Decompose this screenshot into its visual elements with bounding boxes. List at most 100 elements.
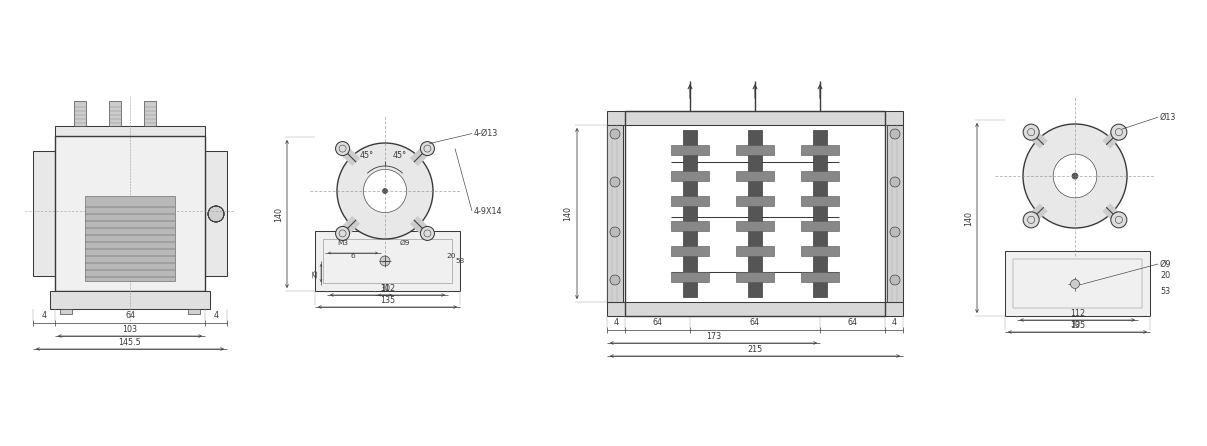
Circle shape [610,227,620,237]
Circle shape [1072,173,1078,179]
Bar [91,156,104,283]
Text: 4: 4 [41,311,47,320]
Circle shape [610,177,620,187]
Bar [671,145,709,155]
Circle shape [336,227,350,240]
Bar [144,101,156,126]
Circle shape [337,143,433,239]
Bar [801,272,839,282]
Circle shape [420,227,435,240]
Text: 4: 4 [214,311,218,320]
Bar [607,111,903,125]
Text: Ø9: Ø9 [1160,260,1172,268]
Bar [56,136,205,291]
Text: 20: 20 [1160,272,1170,281]
Text: 64: 64 [653,318,663,327]
Bar [748,130,762,297]
Text: 4-9X14: 4-9X14 [474,206,502,215]
Text: 4: 4 [613,318,618,327]
Bar [671,196,709,206]
Bar [671,170,709,181]
Bar [801,196,839,206]
Bar [801,221,839,231]
Bar [801,145,839,155]
Bar [182,156,196,283]
Text: 53: 53 [455,258,465,264]
Bar [188,309,200,314]
Text: M3: M3 [337,240,348,246]
Bar [736,170,774,181]
Circle shape [1054,154,1097,198]
Circle shape [890,177,900,187]
Text: 173: 173 [706,332,721,341]
Bar [814,130,827,297]
Bar [736,196,774,206]
Circle shape [890,129,900,139]
Text: 140: 140 [274,206,282,222]
Text: 45°: 45° [360,152,374,161]
Text: 64: 64 [126,311,135,320]
Circle shape [610,129,620,139]
Bar [33,151,56,276]
Bar [607,302,903,316]
Bar [56,126,205,154]
Bar [323,239,451,283]
Text: 103: 103 [122,325,138,334]
Text: 145.5: 145.5 [118,338,141,347]
Circle shape [610,275,620,285]
Circle shape [1024,124,1039,140]
Bar [130,156,142,283]
Bar [671,247,709,256]
Bar [60,309,72,314]
Circle shape [890,275,900,285]
Text: 45°: 45° [393,152,407,161]
Bar [1005,251,1150,316]
Bar [74,101,86,126]
Bar [736,272,774,282]
Circle shape [420,141,435,156]
Text: 112: 112 [380,284,395,293]
Text: Ø9: Ø9 [400,240,410,246]
Bar [315,231,460,291]
Circle shape [208,206,225,222]
Bar [49,291,210,309]
Text: 35: 35 [311,268,317,277]
Text: 112: 112 [1069,309,1085,318]
Bar [78,156,91,283]
Text: 140: 140 [964,211,973,226]
Text: 64: 64 [750,318,760,327]
Circle shape [336,141,350,156]
Circle shape [890,227,900,237]
Text: 30: 30 [380,284,390,293]
Bar [671,221,709,231]
Circle shape [1110,124,1127,140]
Bar [625,111,885,316]
Text: 135: 135 [380,296,395,305]
Text: 140: 140 [562,206,572,221]
Text: 215: 215 [747,345,763,354]
Circle shape [1071,280,1079,289]
Circle shape [380,256,390,266]
Bar [84,196,175,281]
Bar [1013,259,1142,308]
Bar [801,170,839,181]
Bar [736,145,774,155]
Bar [109,101,121,126]
Bar [801,247,839,256]
Bar [104,156,117,283]
Text: 4-Ø13: 4-Ø13 [474,129,498,138]
Bar [142,156,156,283]
Text: 20: 20 [447,253,455,259]
Bar [169,156,182,283]
Text: 4: 4 [892,318,897,327]
Text: Ø13: Ø13 [1160,113,1177,122]
Text: 6: 6 [351,253,355,259]
Circle shape [1024,212,1039,228]
Bar [205,151,227,276]
Bar [117,156,130,283]
Text: 53: 53 [1160,288,1170,297]
Bar [736,221,774,231]
Circle shape [383,189,387,194]
Bar [736,247,774,256]
Bar [156,156,169,283]
